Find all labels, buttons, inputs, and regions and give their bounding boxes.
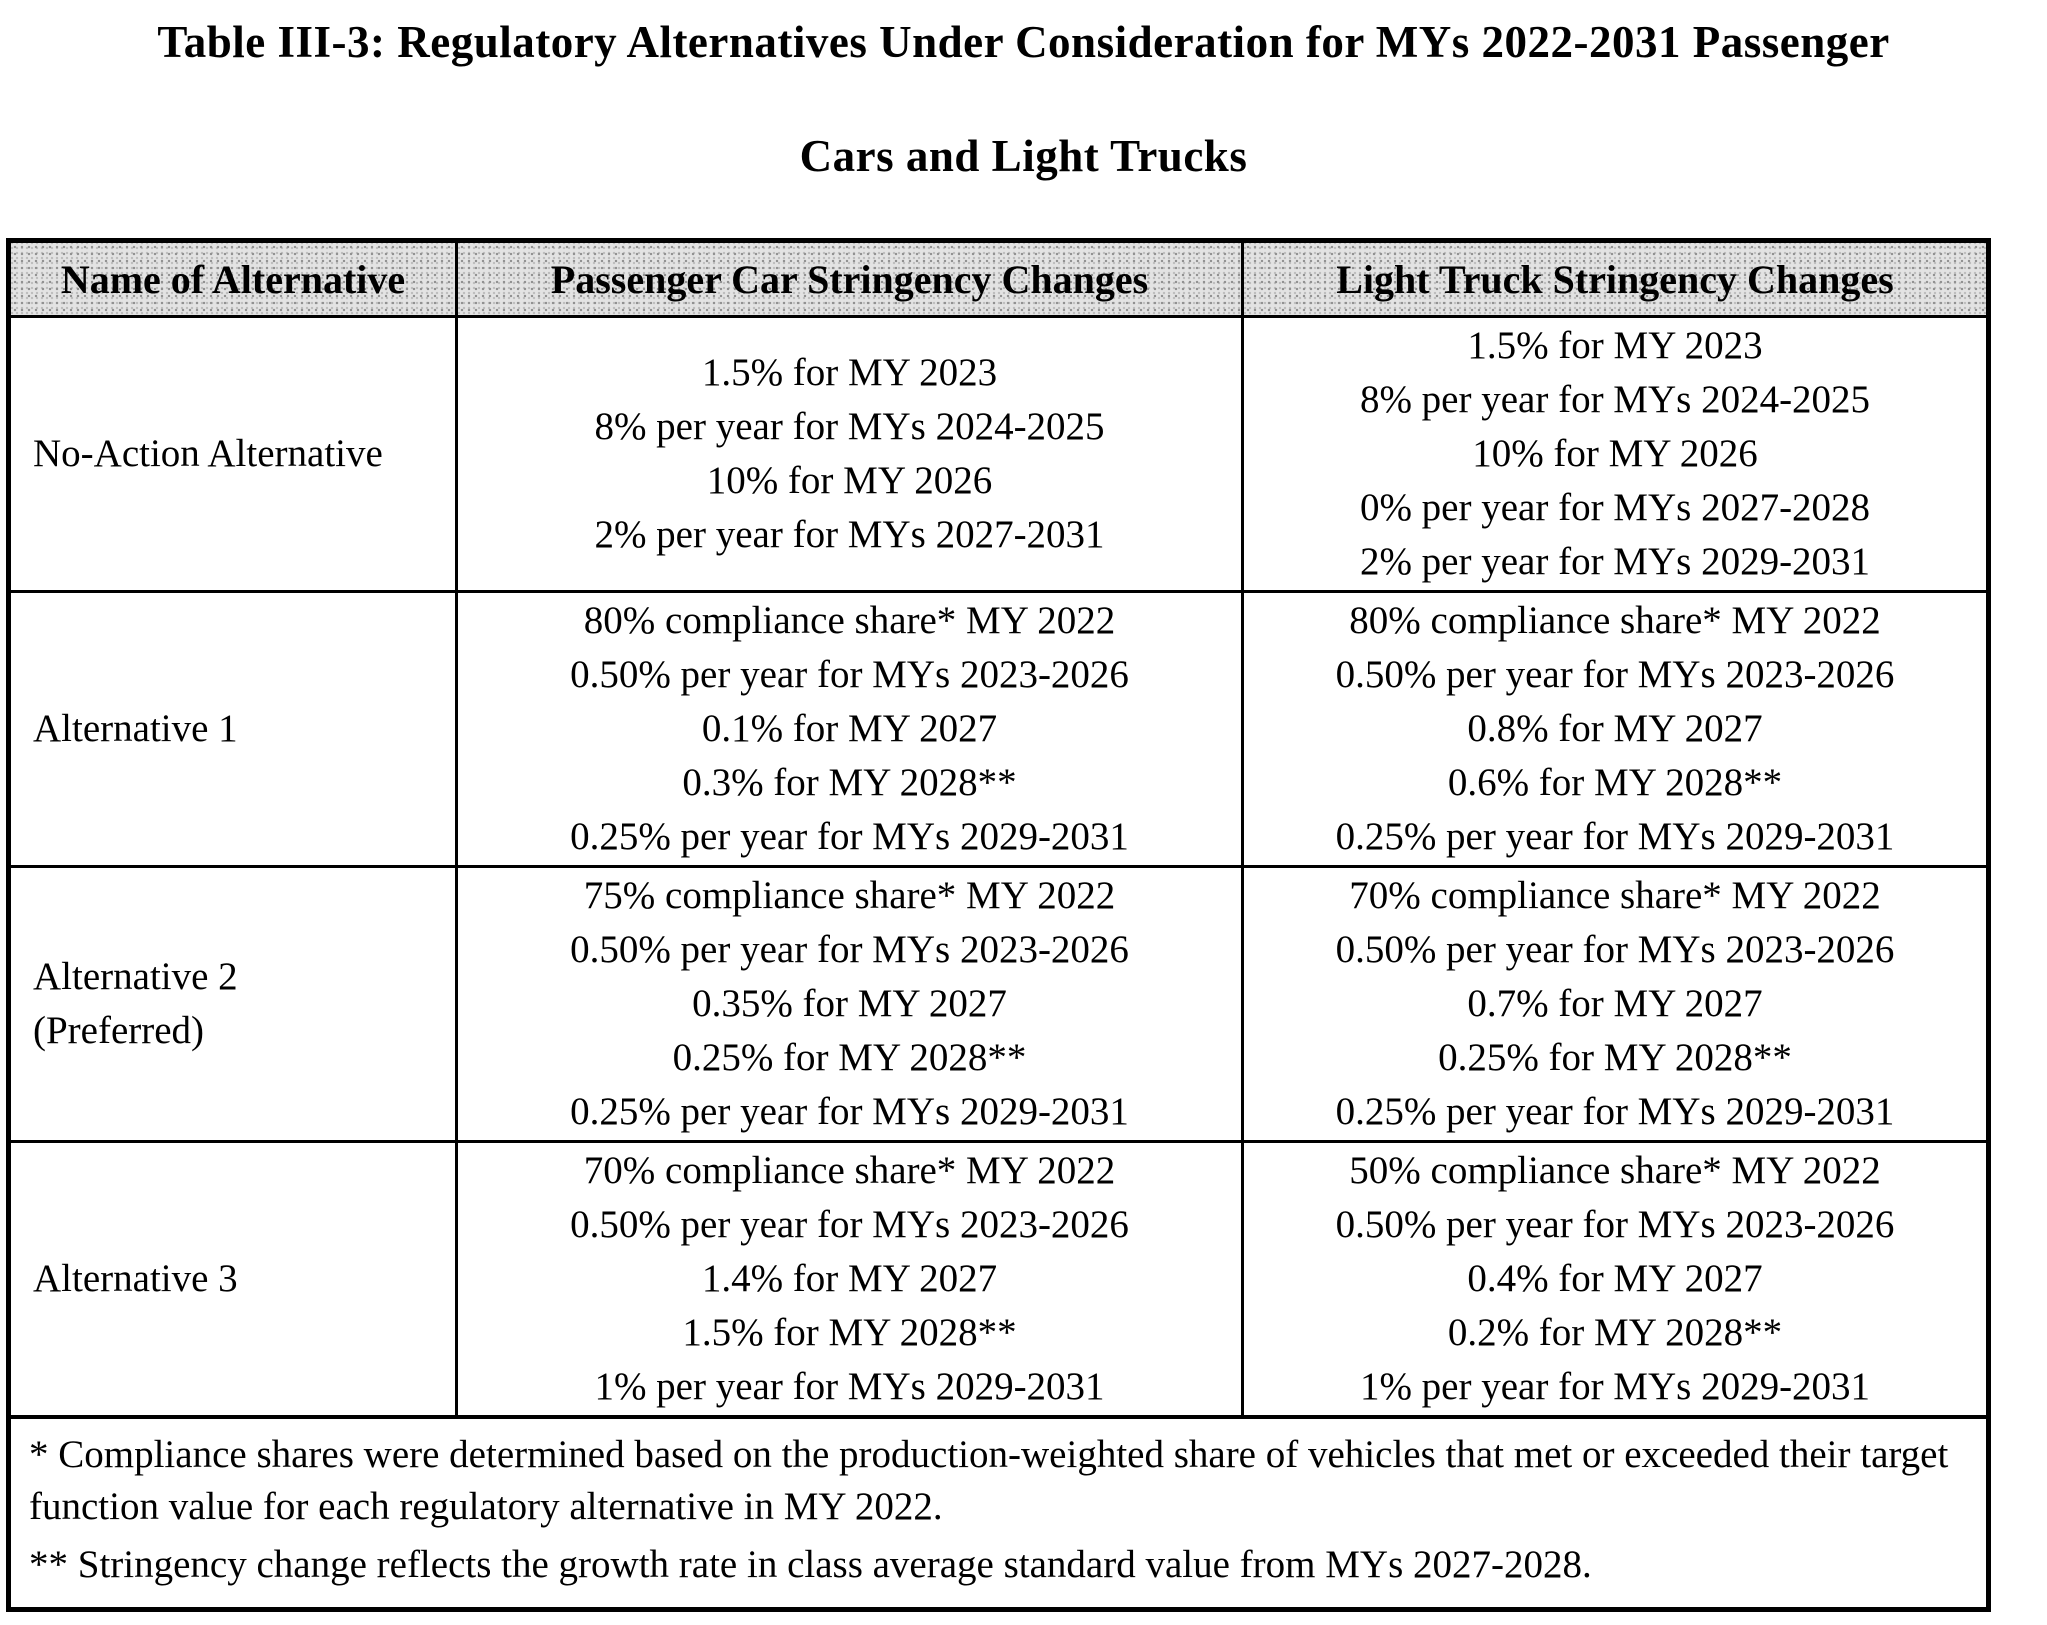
page-title-line1: Table III-3: Regulatory Alternatives Und… [157,17,1890,67]
passenger-car-stringency-cell: 1.5% for MY 2023 8% per year for MYs 202… [455,315,1244,593]
footnote-stringency-change: ** Stringency change reflects the growth… [29,1543,1592,1586]
page-title-line2: Cars and Light Trucks [799,131,1248,181]
alternative-name-cell: Alternative 1 [7,590,458,868]
footnote-row: * Compliance shares were determined base… [7,1415,1990,1611]
footnote-compliance-share: * Compliance shares were determined base… [29,1433,1949,1528]
light-truck-stringency-cell: 80% compliance share* MY 2022 0.50% per … [1241,590,1990,868]
passenger-car-stringency-cell: 80% compliance share* MY 2022 0.50% per … [455,590,1244,868]
column-header-light-truck-stringency: Light Truck Stringency Changes [1241,239,1990,318]
footnotes-cell: * Compliance shares were determined base… [7,1415,1990,1611]
alternative-name-cell: No-Action Alternative [7,315,458,593]
header-row: Name of Alternative Passenger Car String… [7,239,1990,318]
alternative-name-cell: Alternative 3 [7,1140,458,1419]
regulatory-alternatives-table: Name of Alternative Passenger Car String… [6,238,1991,1612]
passenger-car-stringency-cell: 75% compliance share* MY 2022 0.50% per … [455,865,1244,1143]
light-truck-stringency-cell: 1.5% for MY 2023 8% per year for MYs 202… [1241,315,1990,593]
column-header-passenger-car-stringency: Passenger Car Stringency Changes [455,239,1244,318]
table-row-alternative-2-preferred: Alternative 2 (Preferred) 75% compliance… [7,865,1990,1143]
light-truck-stringency-cell: 50% compliance share* MY 2022 0.50% per … [1241,1140,1990,1419]
table-row-alternative-1: Alternative 1 80% compliance share* MY 2… [7,590,1990,868]
alternative-name-cell: Alternative 2 (Preferred) [7,865,458,1143]
light-truck-stringency-cell: 70% compliance share* MY 2022 0.50% per … [1241,865,1990,1143]
column-header-name-of-alternative: Name of Alternative [7,239,458,318]
passenger-car-stringency-cell: 70% compliance share* MY 2022 0.50% per … [455,1140,1244,1419]
table-row-alternative-3: Alternative 3 70% compliance share* MY 2… [7,1140,1990,1419]
table-row-no-action: No-Action Alternative 1.5% for MY 2023 8… [7,315,1990,593]
